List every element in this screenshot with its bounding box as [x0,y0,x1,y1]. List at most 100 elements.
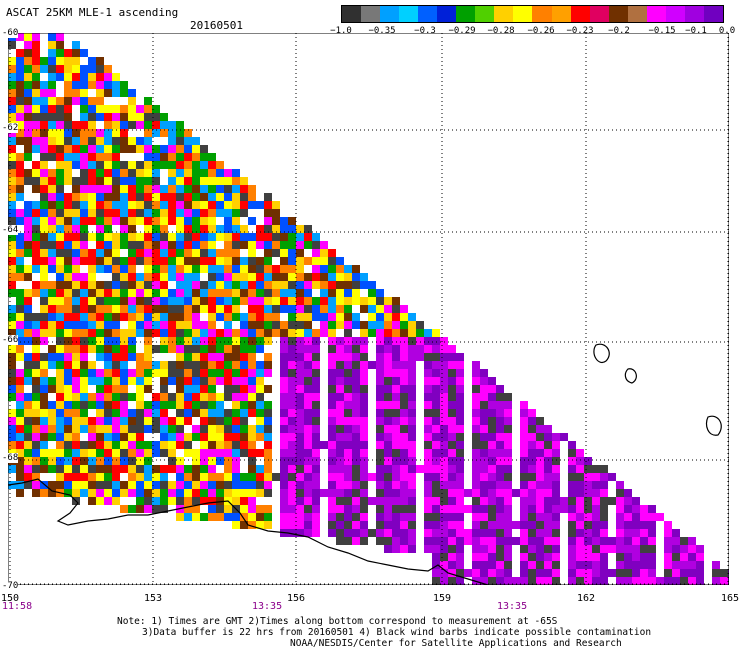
mle-pixel [232,521,240,529]
mle-pixel [208,409,216,417]
mle-pixel [152,433,160,441]
mle-pixel [488,401,496,409]
mle-pixel [64,433,72,441]
mle-pixel [168,409,176,417]
mle-pixel [176,361,184,369]
mle-pixel [392,305,400,313]
mle-pixel [40,121,48,129]
mle-pixel [368,537,376,545]
mle-pixel [128,353,136,361]
mle-pixel [160,249,168,257]
mle-pixel [176,465,184,473]
mle-pixel [128,505,136,513]
mle-pixel [8,369,16,377]
scale-label: 0.0 [718,26,736,36]
mle-pixel [176,377,184,385]
mle-pixel [64,377,72,385]
mle-pixel [272,281,280,289]
mle-pixel [448,353,456,361]
mle-pixel [568,521,576,529]
mle-pixel [496,537,504,545]
mle-pixel [144,337,152,345]
mle-pixel [80,321,88,329]
mle-pixel [328,481,336,489]
mle-pixel [632,497,640,505]
mle-pixel [440,537,448,545]
mle-pixel [8,353,16,361]
mle-pixel [296,257,304,265]
mle-pixel [536,449,544,457]
mle-pixel [32,233,40,241]
mle-pixel [152,161,160,169]
mle-pixel [200,497,208,505]
mle-pixel [336,529,344,537]
mle-pixel [320,369,328,377]
mle-pixel [160,417,168,425]
mle-pixel [136,209,144,217]
mle-pixel [312,329,320,337]
mle-pixel [328,369,336,377]
mle-pixel [280,337,288,345]
mle-pixel [120,337,128,345]
mle-pixel [584,545,592,553]
mle-pixel [104,457,112,465]
mle-pixel [40,281,48,289]
scale-swatch [342,6,362,22]
mle-pixel [184,145,192,153]
mle-pixel [528,473,536,481]
mle-pixel [328,305,336,313]
mle-pixel [168,289,176,297]
mle-pixel [280,353,288,361]
mle-pixel [152,457,160,465]
mle-pixel [248,321,256,329]
mle-pixel [128,385,136,393]
mle-pixel [72,41,80,49]
mle-pixel [344,449,352,457]
mle-pixel [424,473,432,481]
mle-pixel [424,417,432,425]
mle-pixel [152,121,160,129]
mle-pixel [104,153,112,161]
mle-pixel [144,449,152,457]
mle-pixel [640,569,648,577]
mle-pixel [224,169,232,177]
mle-pixel [256,457,264,465]
mle-pixel [224,433,232,441]
mle-pixel [72,361,80,369]
lon-label: 156 [286,593,306,604]
mle-pixel [552,481,560,489]
mle-pixel [104,441,112,449]
mle-pixel [592,505,600,513]
mle-pixel [232,265,240,273]
mle-pixel [80,81,88,89]
mle-pixel [152,313,160,321]
mle-pixel [336,417,344,425]
mle-pixel [264,441,272,449]
mle-pixel [592,513,600,521]
mle-pixel [648,505,656,513]
mle-pixel [168,417,176,425]
mle-pixel [344,361,352,369]
mle-pixel [288,305,296,313]
mle-pixel [40,473,48,481]
mle-pixel [152,273,160,281]
mle-pixel [248,417,256,425]
mle-pixel [472,529,480,537]
mle-pixel [408,457,416,465]
mle-pixel [40,305,48,313]
mle-pixel [360,289,368,297]
mle-pixel [16,457,24,465]
mle-pixel [248,273,256,281]
mle-pixel [328,361,336,369]
mle-pixel [168,353,176,361]
mle-pixel [504,465,512,473]
mle-pixel [136,185,144,193]
mle-pixel [216,401,224,409]
mle-pixel [352,297,360,305]
mle-pixel [464,577,472,585]
mle-pixel [128,329,136,337]
mle-pixel [352,321,360,329]
mle-pixel [40,233,48,241]
mle-pixel [304,257,312,265]
mle-pixel [208,369,216,377]
